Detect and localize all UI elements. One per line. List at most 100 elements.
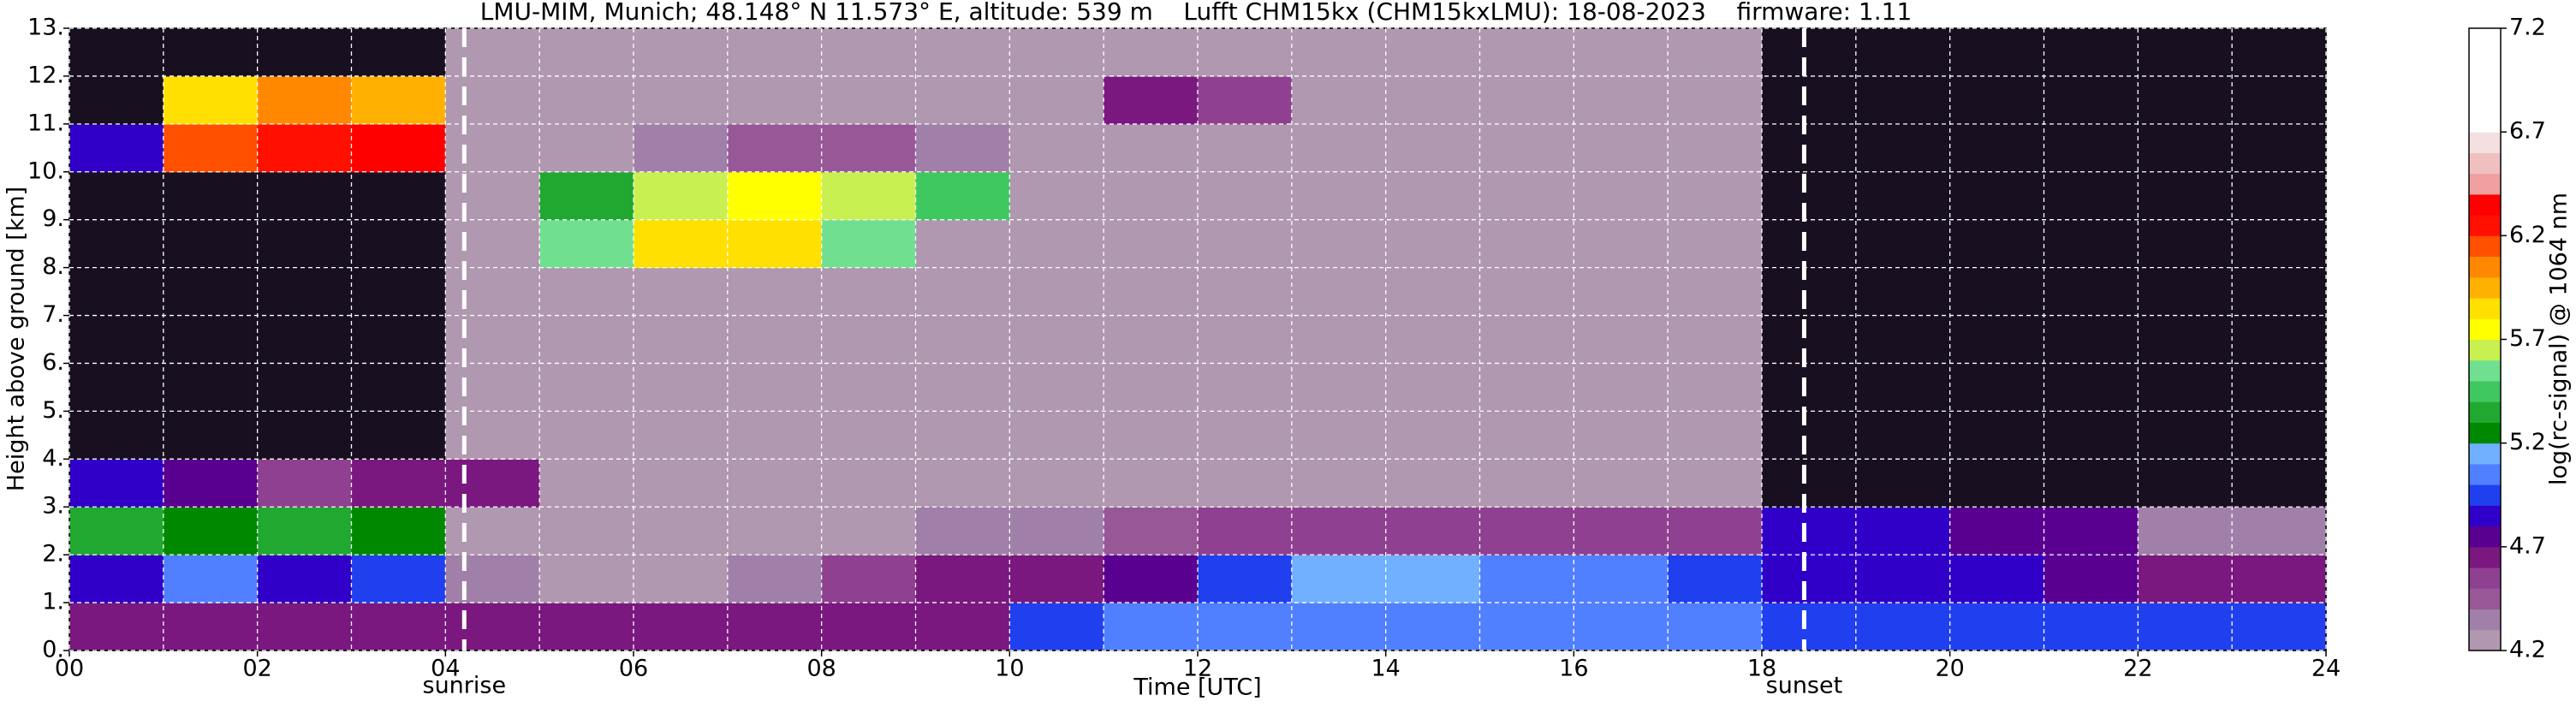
y-tick-label: 1. <box>42 589 64 615</box>
heatmap-cell <box>2138 315 2233 365</box>
heatmap-cell <box>445 75 540 125</box>
colorbar-segment <box>2469 526 2501 548</box>
heatmap-cell <box>1855 411 1951 460</box>
heatmap-cell <box>2044 28 2139 77</box>
colorbar-segment <box>2469 588 2501 610</box>
heatmap-cell <box>2138 603 2233 651</box>
heatmap-cell <box>1385 267 1481 317</box>
heatmap-cell <box>539 123 634 173</box>
heatmap-cell <box>163 123 259 173</box>
heatmap-cell <box>1479 507 1574 556</box>
heatmap-cell <box>1104 267 1199 317</box>
heatmap-cell <box>727 219 823 269</box>
heatmap-cell <box>1855 507 1951 556</box>
heatmap-cell <box>1198 315 1293 365</box>
heatmap-cell <box>1574 315 1669 365</box>
heatmap-cell <box>821 459 917 508</box>
annotation-label: sunrise <box>423 673 507 699</box>
heatmap-cell <box>1291 411 1387 460</box>
heatmap-cell <box>915 75 1010 125</box>
heatmap-cell <box>1385 363 1481 412</box>
heatmap-cell <box>634 555 729 603</box>
heatmap-cell <box>257 219 353 269</box>
heatmap-cell <box>2044 315 2139 365</box>
heatmap-cell <box>257 123 353 173</box>
heatmap-cell <box>539 28 634 77</box>
heatmap-cell <box>163 315 259 365</box>
heatmap-cell <box>1009 267 1104 317</box>
heatmap-cell <box>1574 171 1669 221</box>
heatmap-cell <box>821 555 917 603</box>
heatmap-cell <box>1198 171 1293 221</box>
heatmap-cell <box>2232 267 2327 317</box>
heatmap-cell <box>445 603 540 651</box>
heatmap-cell <box>2138 459 2233 508</box>
heatmap-cell <box>1574 28 1669 77</box>
heatmap-cell <box>1198 267 1293 317</box>
heatmap-cell <box>539 219 634 269</box>
heatmap-cell <box>1385 555 1481 603</box>
heatmap-cell <box>445 507 540 556</box>
heatmap-cell <box>915 315 1010 365</box>
heatmap-cell <box>915 603 1010 651</box>
heatmap-cell <box>2232 315 2327 365</box>
heatmap-cell <box>1009 219 1104 269</box>
colorbar-segment <box>2469 173 2501 195</box>
heatmap-cell <box>2044 507 2139 556</box>
heatmap-cell <box>1104 75 1199 125</box>
colorbar-segment <box>2469 463 2501 485</box>
heatmap-cell <box>915 219 1010 269</box>
heatmap-cell <box>1855 219 1951 269</box>
heatmap-cell <box>1855 555 1951 603</box>
heatmap-cell <box>1104 171 1199 221</box>
heatmap-cell <box>821 603 917 651</box>
heatmap-cell <box>163 459 259 508</box>
colorbar-tick-label: 7.2 <box>2509 15 2546 41</box>
heatmap-cell <box>821 363 917 412</box>
colorbar-segment <box>2469 49 2501 70</box>
y-tick-label: 3. <box>42 493 64 520</box>
heatmap-cell <box>163 75 259 125</box>
heatmap-cell <box>1104 603 1199 651</box>
heatmap-cell <box>1949 603 2045 651</box>
heatmap-cell <box>1855 28 1951 77</box>
heatmap-cell <box>1291 28 1387 77</box>
heatmap-cell <box>1762 603 1857 651</box>
heatmap-cell <box>1104 411 1199 460</box>
heatmap-cell <box>69 363 164 412</box>
colorbar-segment <box>2469 567 2501 589</box>
heatmap-cell <box>351 507 446 556</box>
heatmap-cell <box>2232 603 2327 651</box>
heatmap-cell <box>1949 459 2045 508</box>
heatmap-cell <box>1104 507 1199 556</box>
heatmap-cell <box>1762 363 1857 412</box>
heatmap-cell <box>1009 123 1104 173</box>
heatmap-cell <box>539 459 634 508</box>
colorbar-tick-label: 6.7 <box>2509 118 2546 145</box>
heatmap-cell <box>539 555 634 603</box>
colorbar-segment <box>2469 235 2501 258</box>
heatmap-cell <box>1949 219 2045 269</box>
heatmap-cell <box>351 75 446 125</box>
colorbar-segment <box>2469 256 2501 278</box>
heatmap-cell <box>1668 28 1763 77</box>
heatmap-cell <box>1009 507 1104 556</box>
heatmap-cell <box>163 171 259 221</box>
heatmap-cell <box>1479 219 1574 269</box>
heatmap-cell <box>351 459 446 508</box>
heatmap-cell <box>1385 219 1481 269</box>
colorbar-segment <box>2469 422 2501 444</box>
heatmap-cell <box>445 28 540 77</box>
heatmap-cell <box>1291 363 1387 412</box>
heatmap-cell <box>634 75 729 125</box>
heatmap-cell <box>1762 315 1857 365</box>
heatmap-cell <box>1009 555 1104 603</box>
heatmap-cell <box>821 28 917 77</box>
heatmap-cell <box>634 28 729 77</box>
y-tick-label: 12. <box>27 62 64 88</box>
y-tick-label: 7. <box>42 301 64 328</box>
heatmap-cell <box>634 267 729 317</box>
heatmap-cell <box>257 75 353 125</box>
heatmap-cell <box>257 315 353 365</box>
heatmap-cell <box>1009 315 1104 365</box>
